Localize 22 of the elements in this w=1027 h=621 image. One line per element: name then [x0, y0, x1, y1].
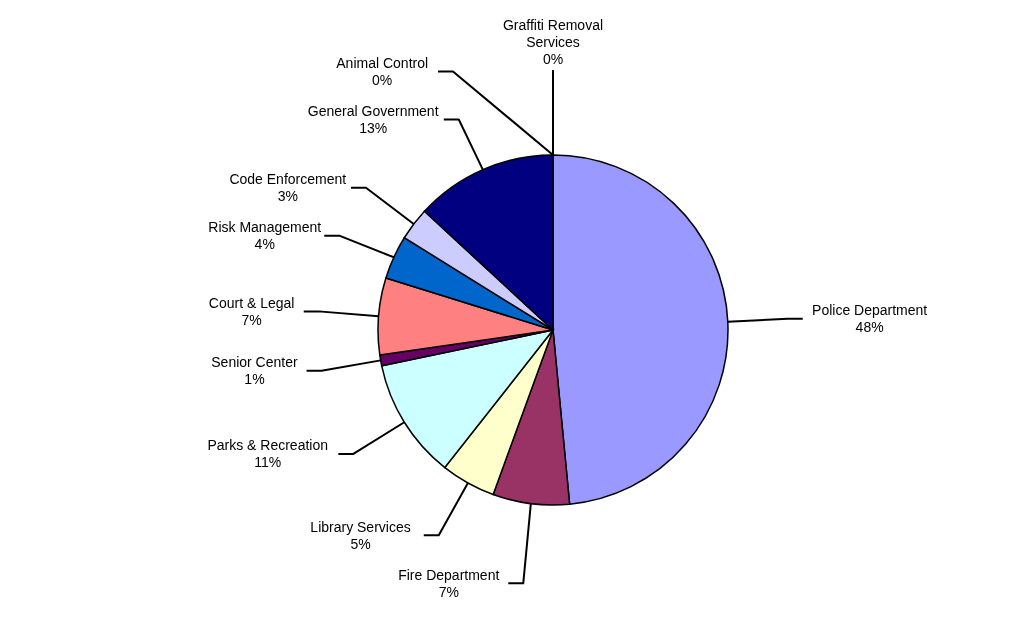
data-label: 3% [277, 188, 298, 205]
category-label: Graffiti Removal Services [502, 17, 604, 50]
slice-label: Library Services [310, 518, 411, 535]
text: 0% [542, 51, 564, 67]
slice-label: Senior Center [211, 354, 298, 371]
data-label: 13% [359, 120, 388, 136]
slice-label: Fire Department [398, 566, 500, 583]
slice-label: Code Enforcement [229, 171, 347, 188]
data-label: 7% [241, 311, 262, 328]
text: 0% [372, 72, 393, 88]
data-label: 4% [254, 236, 275, 253]
data-label: 11% [254, 454, 282, 471]
slice-label: Police Department [812, 302, 928, 319]
slice-label: Parks & Recreation [207, 437, 329, 454]
slice-label: Court & Legal [208, 294, 295, 311]
slice-label: General Government [307, 103, 439, 119]
data-label: 5% [350, 535, 371, 552]
category-label: Animal Control [336, 55, 429, 71]
slice-label: Risk Management [208, 219, 322, 236]
data-label: 7% [438, 583, 459, 600]
data-label: 48% [855, 319, 884, 336]
data-label: 1% [244, 371, 265, 388]
